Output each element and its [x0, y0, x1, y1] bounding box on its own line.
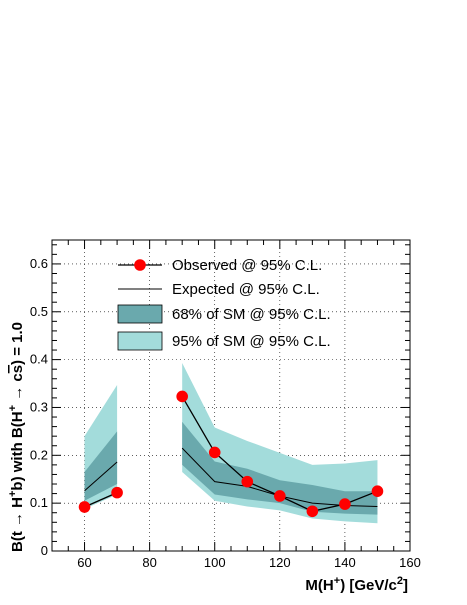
observed-point-2 — [176, 390, 188, 403]
y-axis-title: B(t → H+b) with B(H+ → cs) = 1.0 — [7, 322, 26, 552]
observed-point-4 — [241, 475, 254, 488]
legend-label-3: 95% of SM @ 95% C.L. — [172, 333, 331, 350]
observed-point-8 — [371, 485, 384, 497]
observed-point-1 — [111, 486, 123, 499]
observed-line-layer — [78, 390, 384, 518]
y-tick-label-5: 0.5 — [30, 304, 48, 319]
y-tick-label-1: 0.1 — [30, 495, 48, 510]
x-tick-label-5: 160 — [399, 555, 421, 570]
y-tick-label-2: 0.2 — [30, 447, 48, 462]
observed-line-segment-0 — [84, 492, 118, 508]
band-68-segment-1 — [182, 421, 378, 515]
legend-observed-marker — [134, 259, 146, 271]
x-tick-label-4: 140 — [334, 555, 356, 570]
y-tick-label-6: 0.6 — [30, 256, 48, 271]
x-tick-label-2: 100 — [204, 555, 226, 570]
x-tick-label-0: 60 — [77, 555, 91, 570]
legend-label-0: Observed @ 95% C.L. — [172, 257, 322, 274]
legend-label-1: Expected @ 95% C.L. — [172, 281, 320, 298]
observed-point-0 — [78, 501, 91, 513]
y-tick-label-0: 0 — [41, 543, 48, 558]
axes: 60 80 100 120 140 160 0 0.1 0.2 0.3 0.4 0.5 0.6 — [30, 239, 421, 570]
x-tick-label-1: 80 — [142, 555, 156, 570]
legend-band-68-swatch — [117, 304, 163, 324]
legend: Observed @ 95% C.L. Expected @ 95% C.L. 68… — [117, 257, 331, 351]
expected-line-segment-0 — [84, 461, 118, 492]
legend-label-2: 68% of SM @ 95% C.L. — [172, 306, 331, 323]
y-tick-label-3: 0.3 — [30, 399, 48, 414]
observed-point-7 — [339, 498, 351, 510]
y-tick-label-4: 0.4 — [30, 352, 48, 367]
observed-point-3 — [208, 446, 221, 459]
x-axis-title: M(H+) [GeV/c2] — [305, 575, 408, 594]
observed-point-6 — [306, 505, 319, 518]
x-tick-label-3: 120 — [269, 555, 291, 570]
observed-point-5 — [274, 490, 286, 502]
legend-band-95-swatch — [117, 331, 163, 351]
